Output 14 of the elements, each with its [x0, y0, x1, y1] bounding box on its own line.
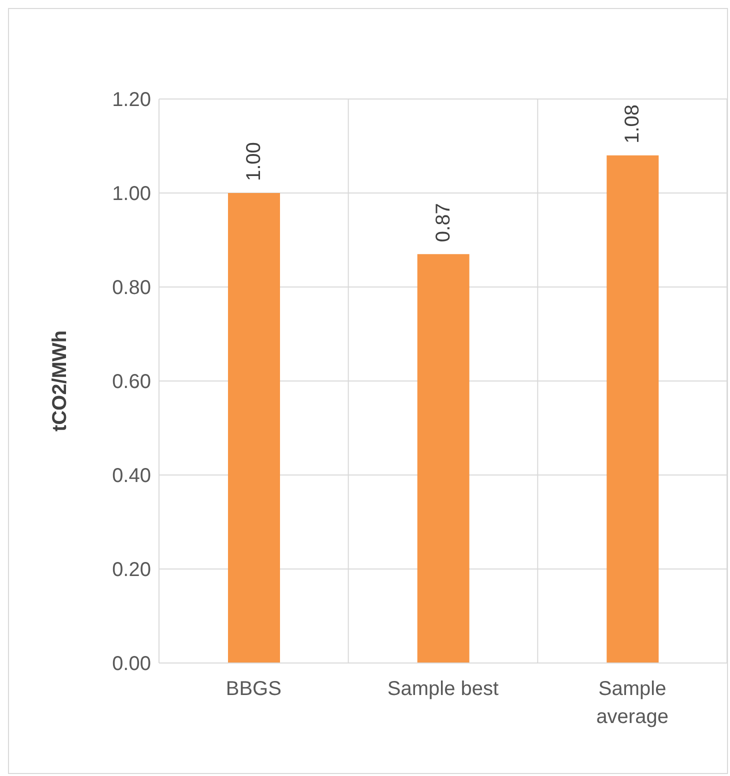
data-label: 0.87 [432, 203, 454, 242]
x-tick-label: Sample average [596, 678, 668, 728]
x-tick-label: Sample best [387, 678, 500, 700]
y-tick-label: 0.20 [112, 559, 151, 582]
y-tick-label: 1.20 [112, 89, 151, 112]
y-tick-label: 0.00 [112, 653, 151, 676]
data-label: 1.00 [243, 142, 265, 181]
y-tick-label: 0.40 [112, 465, 151, 488]
y-tick-label: 0.60 [112, 371, 151, 394]
y-axis-title: tCO2/MWh [49, 330, 72, 432]
y-tick-label: 1.00 [112, 183, 151, 206]
x-tick-label: BBGS [226, 678, 282, 700]
data-label: 1.08 [622, 104, 644, 144]
y-tick-label: 0.80 [112, 277, 151, 300]
